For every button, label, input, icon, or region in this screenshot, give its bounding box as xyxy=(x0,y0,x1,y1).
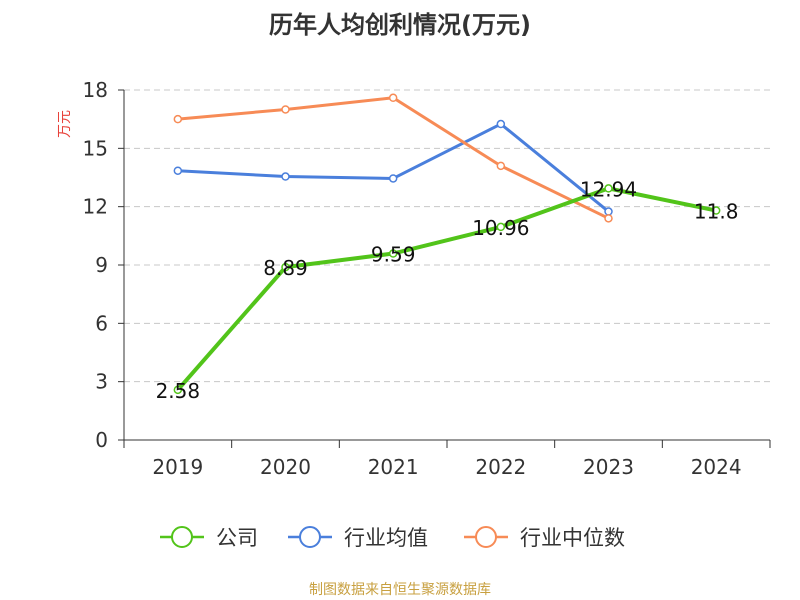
grid-lines xyxy=(124,89,770,383)
y-tick-label: 15 xyxy=(83,136,108,160)
series-point-0 xyxy=(496,222,506,232)
y-tick-label: 3 xyxy=(95,370,108,394)
y-tick-label: 6 xyxy=(95,311,108,335)
legend-label-2: 行业中位数 xyxy=(520,526,625,550)
data-label: 2.58 xyxy=(156,379,201,403)
series-point-0 xyxy=(388,249,398,258)
legend-marker-2 xyxy=(475,526,497,548)
x-tick-label: 2023 xyxy=(583,455,634,479)
x-tick-label: 2019 xyxy=(152,455,203,479)
series-point-1 xyxy=(281,172,290,181)
legend-marker-0 xyxy=(171,526,193,548)
x-tick-label: 2020 xyxy=(260,455,311,479)
data-label: 10.96 xyxy=(472,216,529,240)
series-point-1 xyxy=(173,166,183,175)
series-point-2 xyxy=(496,161,506,171)
source-note: 制图数据来自恒生聚源数据库 xyxy=(309,582,491,598)
y-axis-label: 万元 xyxy=(57,110,73,138)
series-point-1 xyxy=(496,119,506,129)
data-labels: 2.58 8.89 9.59 10.96 12.94 11.8 xyxy=(156,177,739,402)
series-point-2 xyxy=(173,114,183,124)
series-point-1 xyxy=(604,207,613,216)
data-label: 12.94 xyxy=(580,177,637,201)
x-tick-label: 2024 xyxy=(691,455,742,479)
data-label: 8.89 xyxy=(263,256,308,280)
chart-title: 历年人均创利情况(万元) xyxy=(269,11,531,39)
legend[interactable]: 公司 行业均值 行业中位数 xyxy=(160,526,625,550)
series-point-0 xyxy=(281,262,290,272)
x-tick-label: 2021 xyxy=(368,455,419,479)
legend-marker-1 xyxy=(299,526,321,548)
series-point-1 xyxy=(388,174,398,183)
data-label: 9.59 xyxy=(371,243,416,267)
legend-label-1: 行业均值 xyxy=(344,526,428,550)
series-line-1 xyxy=(176,122,610,214)
series-line-0 xyxy=(175,186,719,392)
series-point-2 xyxy=(604,214,613,223)
data-label: 11.8 xyxy=(694,200,739,224)
series-point-0 xyxy=(604,184,613,193)
series-point-0 xyxy=(173,385,183,395)
legend-label-0: 公司 xyxy=(216,526,258,550)
y-tick-label: 12 xyxy=(83,195,108,219)
y-tick-label: 18 xyxy=(83,78,108,102)
axes: 0 3 6 9 12 15 18 2019 2020 2021 2022 2023 2024 xyxy=(83,78,771,479)
series-point-0 xyxy=(711,206,721,215)
series-layer xyxy=(173,93,721,395)
series-point-2 xyxy=(388,93,398,103)
series-point-2 xyxy=(281,105,290,114)
y-tick-label: 0 xyxy=(95,428,108,452)
y-tick-label: 9 xyxy=(95,253,108,277)
x-tick-label: 2022 xyxy=(475,455,526,479)
